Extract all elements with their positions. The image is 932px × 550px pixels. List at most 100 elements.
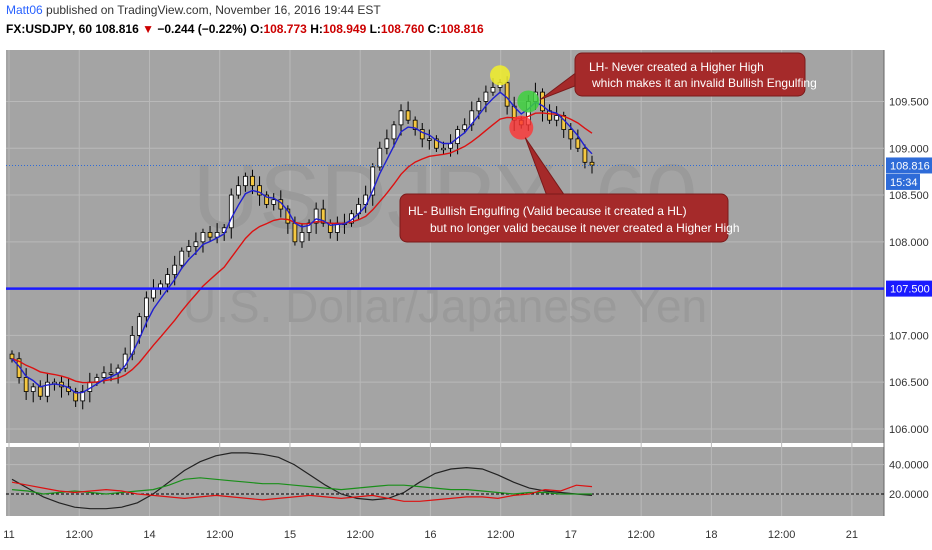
published-text: published on TradingView.com, November 1… bbox=[46, 3, 381, 17]
time-tick-label: 12:00 bbox=[65, 529, 93, 541]
candle-body bbox=[243, 175, 248, 187]
candle-body bbox=[186, 246, 192, 252]
candle-body bbox=[151, 288, 156, 299]
price-label-text: 15:34 bbox=[890, 177, 918, 189]
candle-body bbox=[250, 175, 255, 187]
oscillator-series-line bbox=[11, 452, 593, 510]
candle-body bbox=[320, 208, 326, 224]
candle-body bbox=[434, 138, 439, 149]
callout-box bbox=[399, 193, 729, 243]
time-tick-label: 15 bbox=[284, 529, 296, 541]
candle-body bbox=[271, 199, 277, 205]
low-label: L: bbox=[369, 22, 381, 36]
candle-body bbox=[257, 185, 262, 196]
candle-body bbox=[228, 194, 234, 229]
main-plot-area bbox=[6, 50, 884, 443]
candle-body bbox=[391, 124, 397, 140]
candle-body bbox=[299, 232, 305, 243]
time-tick-label: 12:00 bbox=[487, 529, 515, 541]
candle-body bbox=[30, 386, 36, 392]
oscillator-plot-area bbox=[6, 447, 884, 516]
candle-body bbox=[504, 82, 510, 107]
candle-body bbox=[136, 316, 142, 336]
candle-body bbox=[540, 91, 545, 112]
oscillator-series-line bbox=[11, 481, 593, 502]
candle-body bbox=[426, 138, 432, 141]
candle-body bbox=[419, 129, 425, 140]
price-tick-label: 107.000 bbox=[889, 330, 929, 342]
close-value: 108.816 bbox=[440, 22, 484, 36]
time-tick-label: 18 bbox=[705, 529, 717, 541]
publisher-line: Matt06 published on TradingView.com, Nov… bbox=[6, 3, 381, 17]
higher-low-marker bbox=[509, 115, 534, 140]
ema-fast-line bbox=[11, 91, 593, 394]
candle-body bbox=[144, 297, 149, 318]
candle-body bbox=[264, 194, 269, 205]
author-link[interactable]: Matt06 bbox=[6, 3, 43, 17]
callout-box bbox=[574, 52, 806, 97]
price-tick-label: 108.000 bbox=[889, 237, 929, 249]
price-tick-label: 106.000 bbox=[889, 424, 929, 436]
candle-body bbox=[476, 101, 482, 112]
candle-body bbox=[412, 119, 418, 130]
ohlc-line: FX:USDJPY, 60 108.816 ▼ −0.244 (−0.22%) … bbox=[6, 22, 484, 36]
time-tick-label: 12:00 bbox=[206, 529, 234, 541]
time-tick-label: 11 bbox=[3, 529, 14, 541]
callout-text: HL- Bullish Engulfing (Valid because it … bbox=[408, 204, 687, 218]
candle-body bbox=[448, 143, 453, 149]
candle-body bbox=[179, 250, 185, 266]
candle-body bbox=[462, 124, 468, 130]
candle-body bbox=[313, 208, 319, 224]
high-label: H: bbox=[310, 22, 323, 36]
candle-body bbox=[235, 185, 241, 196]
symbol-label: FX:USDJPY, 60 bbox=[6, 22, 93, 36]
oscillator-series-line bbox=[11, 477, 592, 495]
candle-body bbox=[568, 129, 574, 140]
candle-body bbox=[384, 138, 390, 149]
price-label-text: 107.500 bbox=[890, 284, 930, 296]
low-value: 108.760 bbox=[380, 22, 425, 36]
price-tick-label: 106.500 bbox=[889, 377, 929, 389]
candle-body bbox=[45, 381, 50, 397]
price-label-box bbox=[886, 157, 932, 174]
candle-body bbox=[377, 147, 383, 168]
close-label: C: bbox=[427, 22, 441, 36]
candle-body bbox=[575, 138, 581, 149]
callout-text: which makes it an invalid Bullish Engulf… bbox=[591, 76, 817, 90]
candle-body bbox=[37, 386, 43, 397]
candle-body bbox=[23, 377, 29, 392]
high-value: 108.949 bbox=[322, 22, 367, 36]
time-tick-label: 14 bbox=[143, 529, 155, 541]
price-label-box bbox=[886, 280, 932, 297]
candle-body bbox=[483, 91, 489, 102]
candle-body bbox=[73, 391, 79, 402]
candle-body bbox=[370, 166, 376, 196]
last-price: 108.816 bbox=[95, 22, 139, 36]
open-value: 108.773 bbox=[263, 22, 307, 36]
engulfing-marker bbox=[517, 90, 540, 113]
price-label-box bbox=[886, 173, 920, 190]
callout-text: but no longer valid because it never cre… bbox=[430, 221, 740, 235]
oscillator-tick-label: 20.0000 bbox=[889, 489, 929, 501]
candle-body bbox=[9, 353, 15, 360]
candle-body bbox=[405, 110, 411, 121]
price-label-text: 108.816 bbox=[890, 160, 930, 172]
time-axis-area bbox=[0, 520, 932, 550]
candle-body bbox=[172, 264, 178, 275]
time-tick-label: 21 bbox=[846, 529, 858, 541]
candle-body bbox=[80, 391, 86, 402]
candle-body bbox=[441, 147, 446, 151]
price-tick-label: 108.500 bbox=[889, 190, 929, 202]
time-tick-label: 12:00 bbox=[768, 529, 796, 541]
price-tick-label: 109.500 bbox=[889, 96, 929, 108]
open-label: O: bbox=[250, 22, 264, 36]
candle-body bbox=[285, 208, 291, 224]
candle-body bbox=[490, 87, 496, 93]
candle-body bbox=[200, 232, 206, 243]
callout-text: LH- Never created a Higher High bbox=[589, 60, 764, 74]
down-arrow-icon: ▼ bbox=[142, 22, 155, 36]
candle-body bbox=[101, 372, 107, 378]
time-tick-label: 16 bbox=[424, 529, 436, 541]
candle-body bbox=[108, 372, 114, 375]
